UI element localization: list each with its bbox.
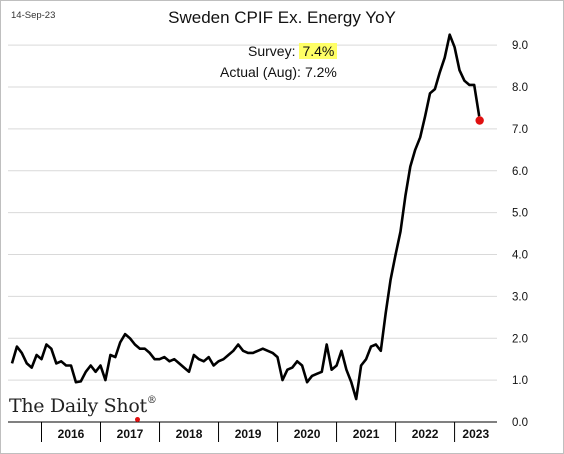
series-layer xyxy=(10,33,484,401)
x-tick-label: 2017 xyxy=(117,427,144,441)
date-stamp: 14-Sep-23 xyxy=(11,10,56,21)
x-axis-tick-labels: 2016 2017 2018 2019 2020 2021 2022 2023 xyxy=(58,427,490,441)
x-tick-label: 2023 xyxy=(462,427,489,441)
actual-label: Actual (Aug): xyxy=(220,64,301,80)
grid-lines xyxy=(8,44,497,381)
y-tick-label: 6.0 xyxy=(512,166,528,178)
y-tick-label: 2.0 xyxy=(512,333,528,345)
x-tick-label: 2020 xyxy=(294,427,321,441)
y-tick-label: 9.0 xyxy=(512,40,528,52)
actual-value: 7.2% xyxy=(304,64,337,80)
x-tick-label: 2016 xyxy=(58,427,85,441)
x-tick-label: 2021 xyxy=(353,427,380,441)
survey-label: Survey: xyxy=(248,43,296,59)
y-tick-label: 7.0 xyxy=(512,124,528,136)
logo-registered-mark: ® xyxy=(146,395,157,406)
series-line xyxy=(10,33,481,401)
y-tick-label: 1.0 xyxy=(512,375,528,387)
latest-data-point xyxy=(475,116,484,125)
chart-title: Sweden CPIF Ex. Energy YoY xyxy=(168,8,396,27)
y-tick-label: 4.0 xyxy=(512,250,528,262)
x-tick-label: 2018 xyxy=(176,427,203,441)
axes xyxy=(8,421,497,442)
logo-dot-icon xyxy=(135,417,140,422)
x-tick-label: 2022 xyxy=(412,427,439,441)
y-axis-tick-labels: 0.0 1.0 2.0 3.0 4.0 5.0 6.0 7.0 8.0 9.0 xyxy=(512,40,528,429)
y-tick-label: 8.0 xyxy=(512,82,528,94)
survey-annotation: Survey: 7.4% xyxy=(248,43,338,59)
actual-annotation: Actual (Aug): 7.2% xyxy=(220,64,337,80)
x-tick-label: 2019 xyxy=(235,427,262,441)
logo-text: The Daily Shot xyxy=(9,395,147,417)
y-tick-label: 5.0 xyxy=(512,208,528,220)
y-tick-label: 0.0 xyxy=(512,417,528,429)
y-tick-label: 3.0 xyxy=(512,291,528,303)
daily-shot-logo: The Daily Shot® xyxy=(9,395,157,422)
survey-value: 7.4% xyxy=(299,43,338,59)
